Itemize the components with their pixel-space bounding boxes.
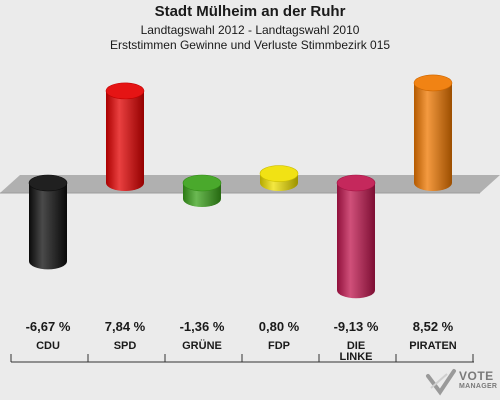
vote-manager-logo-icon [426, 369, 456, 396]
bar-cap-bottom [414, 175, 452, 191]
bar-cap-top [182, 174, 222, 192]
bar-cap-bottom [183, 190, 221, 207]
category-label: GRÜNE [182, 339, 222, 352]
bar-cap-top [28, 174, 68, 192]
value-label: 0,80 % [259, 319, 300, 334]
bar-cdu [29, 183, 67, 262]
category-label: LINKE [340, 351, 373, 363]
bar-cap-top [413, 74, 453, 92]
chart-subtitle-2: Erststimmen Gewinne und Verluste Stimmbe… [109, 38, 391, 52]
value-label: -1,36 % [180, 319, 225, 334]
category-label: PIRATEN [409, 340, 457, 352]
bar-die-linke [337, 183, 375, 291]
value-label: 8,52 % [413, 319, 454, 334]
chart-title: Stadt Mülheim an der Ruhr [154, 3, 346, 20]
value-label: -9,13 % [334, 319, 379, 334]
bar-cap-top [259, 165, 299, 182]
bar-piraten [414, 82, 452, 183]
bar-cap-bottom [106, 175, 144, 191]
logo-text-vote: VOTE [459, 369, 494, 383]
chart-subtitle: Landtagswahl 2012 - Landtagswahl 2010 [140, 23, 360, 37]
bar-cap-top [336, 174, 376, 192]
bar-spd [106, 90, 144, 183]
bar-cap-bottom [29, 253, 67, 270]
value-label: 7,84 % [105, 319, 146, 334]
logo-text-manager: MANAGER [459, 383, 498, 390]
category-label: DIE [347, 340, 365, 352]
value-label: -6,67 % [26, 319, 71, 334]
bar-cap-bottom [337, 282, 375, 299]
bar-cap-top [105, 82, 145, 100]
category-label: FDP [268, 340, 290, 352]
category-label: CDU [36, 340, 60, 352]
category-label: SPD [114, 340, 137, 352]
